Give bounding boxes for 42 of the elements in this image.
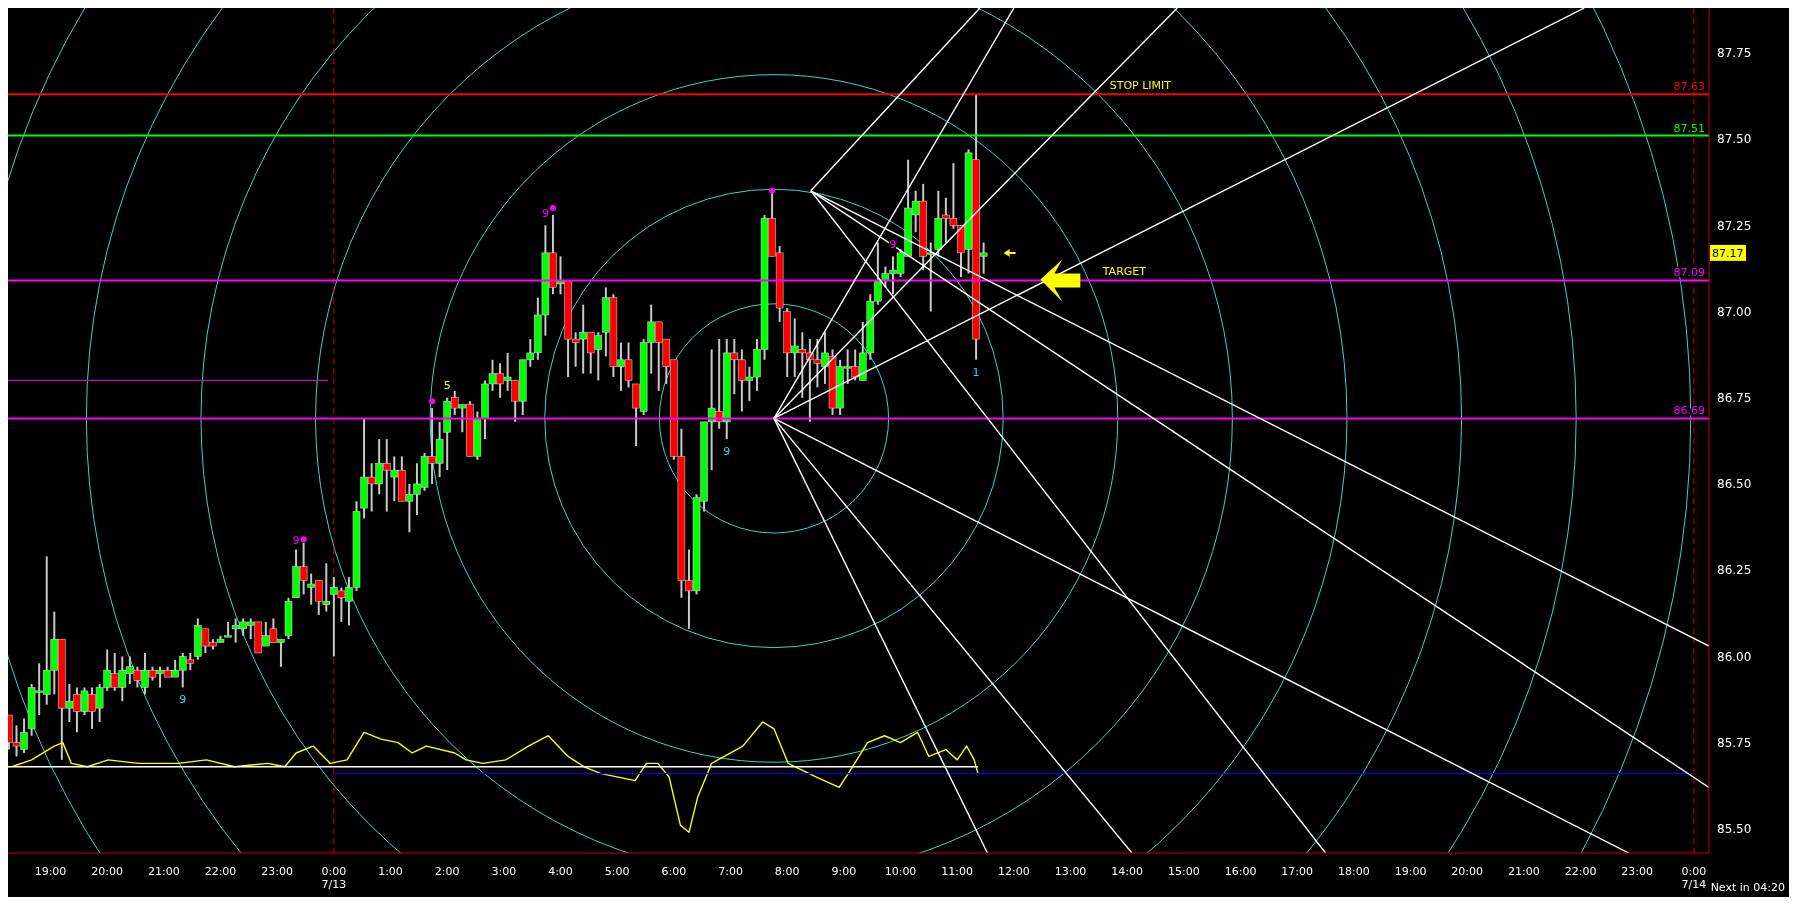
y-tick-label: 87.75 [1717,46,1752,61]
x-tick-label: 5:00 [604,865,630,878]
x-tick-label: 10:00 [884,865,917,878]
x-tick-label: 22:00 [204,865,237,878]
x-tick-label: 9:00 [831,865,857,878]
x-tick-label: 19:00 [34,865,67,878]
y-tick-label: 87.00 [1717,304,1752,319]
x-tick-label: 4:00 [548,865,573,878]
x-tick-label: 18:00 [1338,865,1370,878]
x-tick-label: 16:00 [1224,865,1257,878]
x-tick-label: 17:00 [1281,865,1314,878]
x-tick-label: 6:00 [661,865,687,878]
x-tick-label: 1:00 [378,865,403,878]
y-tick-label: 86.75 [1717,390,1752,405]
y-tick-label: 86.25 [1717,563,1752,578]
text: Next in 04:20 [1710,881,1785,894]
x-tick-label: 23:00 [261,865,294,878]
y-tick-label: 85.75 [1717,735,1752,750]
x-tick-label: 20:00 [1451,865,1484,878]
x-tick-label: 15:00 [1168,865,1200,878]
y-tick-label: 87.50 [1717,132,1752,147]
y-tick-label: 87.25 [1717,218,1752,233]
x-tick-label: 8:00 [774,865,800,878]
x-tick-label: 21:00 [1508,865,1540,878]
x-tick-label: 3:00 [491,865,517,878]
x-tick-label: 12:00 [998,865,1030,878]
text: 87.17 [1712,246,1744,260]
x-tick-label: 7:00 [718,865,743,878]
x-tick-label: 22:00 [1564,865,1597,878]
x-tick-label: 2:00 [434,865,460,878]
y-tick-label: 86.00 [1717,649,1752,664]
x-tick-label: 14:00 [1111,865,1144,878]
y-tick-label: 86.50 [1717,477,1752,492]
x-tick-label: 11:00 [941,865,974,878]
x-tick-label: 0:00 7/13 [321,865,347,891]
x-tick-label: 21:00 [147,865,180,878]
x-tick-label: 13:00 [1054,865,1087,878]
x-tick-label: 20:00 [91,865,124,878]
x-tick-label: 23:00 [1621,865,1654,878]
y-tick-label: 85.50 [1717,822,1752,837]
x-tick-label: 19:00 [1394,865,1427,878]
x-tick-label: 0:00 7/14 [1681,865,1707,891]
